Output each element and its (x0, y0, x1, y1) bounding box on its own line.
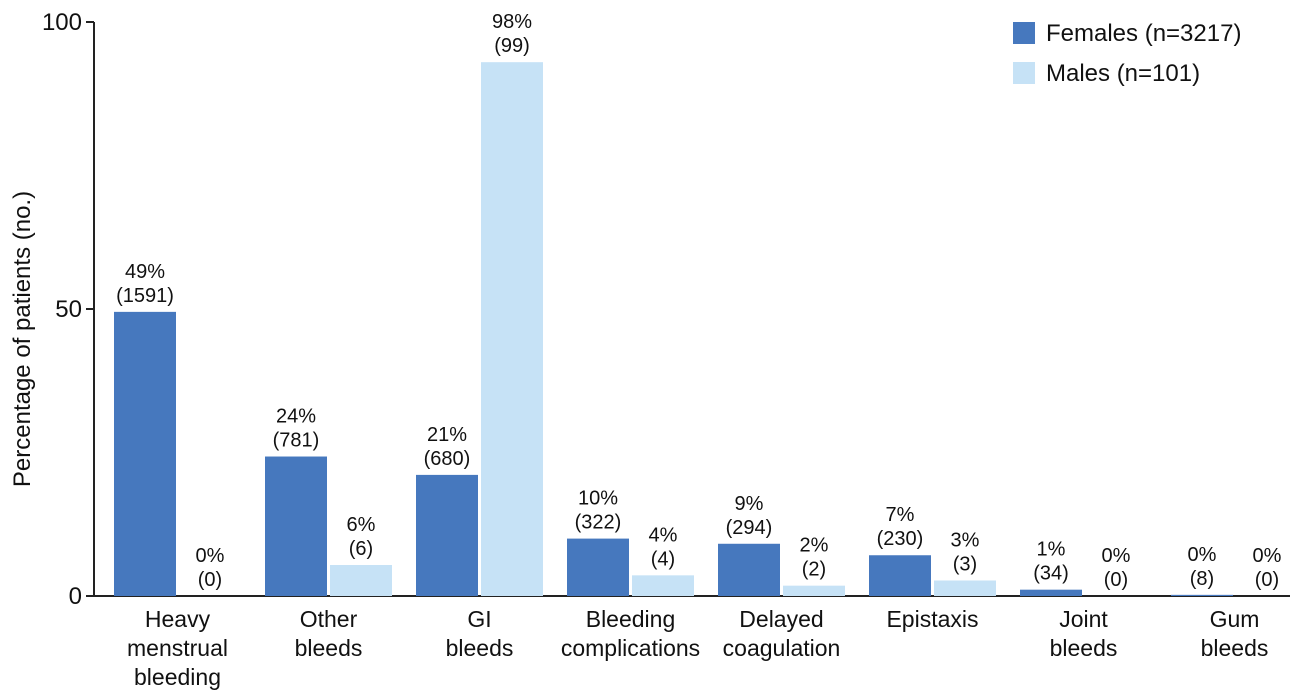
category-label: bleeding (134, 664, 221, 690)
bar-females (265, 456, 327, 596)
data-label: (294) (726, 517, 773, 539)
data-label: (322) (575, 512, 622, 534)
bar-females (718, 543, 780, 596)
bar-males (330, 565, 392, 596)
category-label: Delayed (739, 606, 823, 632)
data-label: 1% (1037, 539, 1066, 561)
bar-males (934, 580, 996, 596)
category-label: coagulation (723, 635, 841, 661)
category-label: Other (300, 606, 358, 632)
data-label: (781) (273, 430, 320, 452)
legend-swatch-males (1013, 62, 1035, 84)
data-label: 2% (800, 535, 829, 557)
data-label: (230) (877, 528, 924, 550)
data-label: (99) (494, 35, 530, 57)
category-label: bleeds (1050, 635, 1118, 661)
y-tick-label: 100 (42, 9, 82, 36)
category-label: bleeds (1201, 635, 1269, 661)
data-label: (0) (1104, 569, 1128, 591)
bar-males (481, 62, 543, 597)
data-label: (3) (953, 554, 977, 576)
category-label: Heavy (145, 606, 211, 632)
data-label: 21% (427, 424, 467, 446)
category-label: GI (467, 606, 491, 632)
data-label: 6% (347, 514, 376, 536)
data-label: 4% (649, 524, 678, 546)
legend: Females (n=3217) Males (n=101) (1013, 20, 1241, 87)
y-tick-label: 0 (69, 583, 82, 610)
data-label: (8) (1190, 568, 1214, 590)
bar-males (783, 585, 845, 596)
category-labels: Heavy menstrual bleeding Other bleeds GI bleed… (127, 606, 1268, 690)
bar-females (114, 311, 176, 596)
bar-females (416, 474, 478, 596)
data-label: 49% (125, 261, 165, 283)
bar-females (869, 555, 931, 596)
category-label: bleeds (446, 635, 514, 661)
category-label: Bleeding (586, 606, 676, 632)
data-label: 0% (196, 545, 225, 567)
bar-females (567, 538, 629, 596)
bar-females (1020, 589, 1082, 596)
data-label: 3% (951, 530, 980, 552)
data-label: (0) (198, 569, 222, 591)
legend-swatch-females (1013, 22, 1035, 44)
data-label: (1591) (116, 285, 174, 307)
data-label: (680) (424, 448, 471, 470)
data-label: 98% (492, 11, 532, 33)
category-label: Joint (1059, 606, 1108, 632)
data-label: 0% (1102, 545, 1131, 567)
y-axis-title: Percentage of patients (no.) (9, 191, 36, 487)
axes: 0 50 100 Percentage of patients (no.) (9, 9, 1290, 610)
bar-females (1171, 594, 1233, 596)
y-tick-label: 50 (55, 296, 82, 323)
legend-label: Males (n=101) (1046, 60, 1200, 87)
data-label: (2) (802, 559, 826, 581)
data-label: (0) (1255, 569, 1279, 591)
category-label: bleeds (295, 635, 363, 661)
data-labels: 49%(1591)0%(0)24%(781)6%(6)21%(680)98%(9… (116, 11, 1282, 591)
bar-males (632, 575, 694, 596)
category-label: menstrual (127, 635, 228, 661)
data-label: 7% (886, 504, 915, 526)
data-label: 0% (1253, 545, 1282, 567)
data-label: (6) (349, 538, 373, 560)
category-label: complications (561, 635, 700, 661)
data-label: 24% (276, 406, 316, 428)
category-label: Epistaxis (886, 606, 978, 632)
category-label: Gum (1210, 606, 1260, 632)
data-label: (4) (651, 548, 675, 570)
data-label: (34) (1033, 563, 1069, 585)
data-label: 10% (578, 488, 618, 510)
data-label: 9% (735, 493, 764, 515)
legend-label: Females (n=3217) (1046, 20, 1241, 47)
data-label: 0% (1188, 544, 1217, 566)
bars (114, 62, 1233, 597)
